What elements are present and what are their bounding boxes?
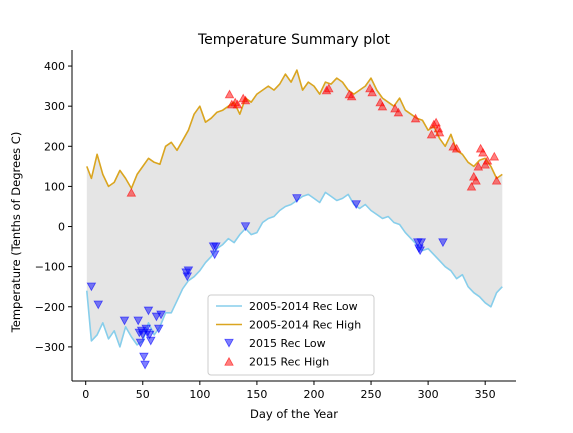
point-2015-rec-low [86,282,97,292]
point-2015-rec-low [240,222,251,232]
point-2015-rec-low [139,352,149,362]
point-2015-rec-high [478,147,488,157]
point-2015-rec-high [377,101,388,111]
x-tick-label: 100 [189,388,210,401]
point-2015-rec-high [232,99,243,109]
point-2015-rec-low [151,312,162,322]
point-2015-rec-high [482,155,493,165]
line-2005-2014-rec-low [86,191,503,348]
y-tick-label: 0 [58,221,65,234]
point-2015-rec-high [491,175,502,185]
legend-label-2015-rec-low: 2015 Rec Low [249,337,326,350]
chart-title: Temperature Summary plot [197,32,391,48]
legend-box [207,294,375,376]
point-2015-rec-high [473,161,484,171]
x-tick-label: 350 [475,388,496,401]
point-2015-rec-high [240,95,251,105]
point-2015-rec-low [137,330,148,340]
record-range-band [86,70,503,347]
legend: 2005-2014 Rec Low 2005-2014 Rec High 2015 … [207,294,375,376]
point-2015-rec-low [209,250,220,260]
point-2015-rec-high [390,103,400,113]
point-2015-rec-high [426,129,437,139]
legend-swatch-2015-rec-high [224,356,234,366]
point-2015-rec-low [416,238,427,248]
y-tick-label: −300 [35,341,65,354]
legend-label-2005-2014-rec-high: 2005-2014 Rec High [249,319,361,332]
point-2015-rec-high [324,83,334,93]
point-2015-rec-low [415,246,425,256]
x-tick-label: 150 [246,388,267,401]
y-tick-label: 400 [44,60,65,73]
plot-area [86,69,503,370]
point-2015-rec-low [133,316,144,326]
point-2015-rec-low [144,330,155,340]
y-tick-label: −200 [35,301,65,314]
x-tick-label: 0 [82,388,89,401]
axes: 0 50 100 150 200 250 300 350 −300 −200 −100 0 100 200… [35,50,516,401]
point-2015-rec-high [434,127,445,137]
point-2015-rec-high [346,91,357,101]
legend-label-2015-rec-high: 2015 Rec High [249,356,329,369]
point-2015-rec-low [351,200,362,210]
point-2015-rec-high [393,107,404,117]
y-tick-label: 100 [44,180,65,193]
point-2015-rec-low [135,338,146,348]
point-2015-rec-low [211,242,221,252]
point-2015-rec-low [292,194,302,204]
y-tick-label: 200 [44,140,65,153]
point-2015-rec-high [451,143,462,153]
x-tick-label: 50 [136,388,150,401]
point-2015-rec-low [153,324,164,334]
x-axis-label: Day of the Year [250,407,338,421]
x-tick-label: 200 [303,388,324,401]
point-2015-rec-high [367,87,377,97]
y-tick-label: 300 [44,100,65,113]
x-tick-label: 300 [418,388,439,401]
legend-label-2005-2014-rec-low: 2005-2014 Rec Low [249,300,358,313]
point-2015-rec-low [143,306,154,316]
point-2015-rec-high [224,89,235,99]
point-2015-rec-high [471,175,481,185]
point-2015-rec-high [489,151,500,161]
point-2015-rec-low [119,316,130,326]
point-2015-rec-high [126,187,137,197]
y-tick-label: −100 [35,261,65,274]
y-axis-label: Temperature (Tenths of Degrees C) [9,132,23,334]
point-2015-rec-low [438,238,448,248]
legend-swatch-2015-rec-low [224,338,234,348]
point-2015-rec-high [466,181,477,191]
point-2015-rec-low [140,360,150,370]
point-2015-rec-low [93,300,104,310]
point-2015-rec-high [410,113,421,123]
x-tick-label: 250 [361,388,382,401]
point-2015-rec-low [156,310,166,320]
point-2015-rec-low [145,336,156,346]
point-2015-rec-low [183,266,194,276]
